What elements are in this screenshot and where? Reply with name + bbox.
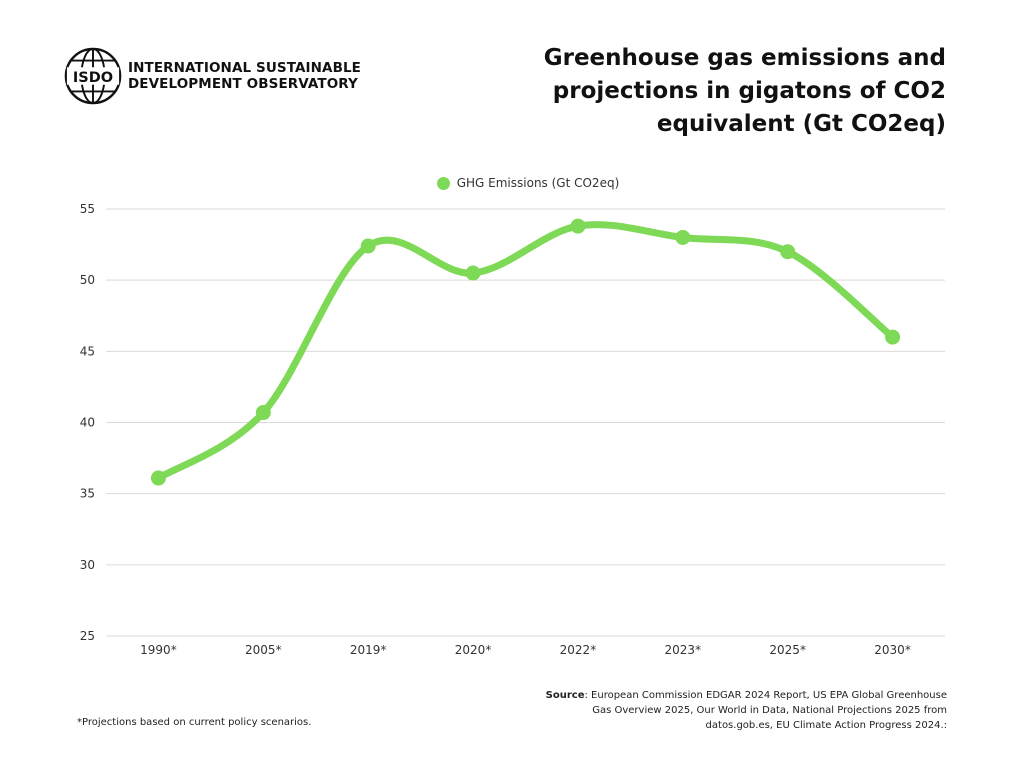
footnote: *Projections based on current policy sce…	[77, 717, 312, 728]
x-tick-label: 2019*	[350, 643, 387, 657]
org-logo: ISDO INTERNATIONAL SUSTAINABLE DEVELOPME…	[64, 47, 361, 105]
source-note: Source: European Commission EDGAR 2024 R…	[527, 688, 947, 733]
x-tick-label: 1990*	[140, 643, 177, 657]
data-point[interactable]	[570, 218, 586, 234]
x-tick-label: 2022*	[560, 643, 597, 657]
x-tick-label: 2020*	[455, 643, 492, 657]
legend-item[interactable]: GHG Emissions (Gt CO2eq)	[436, 176, 620, 190]
source-label: Source	[545, 690, 585, 701]
legend-swatch	[436, 176, 450, 190]
legend-label: GHG Emissions (Gt CO2eq)	[456, 176, 620, 190]
x-tick-label: 2030*	[874, 643, 911, 657]
data-point[interactable]	[465, 265, 481, 281]
globe-logo-icon: ISDO	[64, 47, 122, 105]
org-name-line2: DEVELOPMENT OBSERVATORY	[128, 76, 358, 92]
x-tick-label: 2023*	[665, 643, 702, 657]
y-tick-label: 40	[80, 416, 95, 430]
y-tick-label: 45	[80, 344, 95, 358]
y-tick-label: 30	[80, 558, 95, 572]
data-point[interactable]	[255, 405, 271, 421]
chart-title: Greenhouse gas emissions and projections…	[543, 45, 946, 137]
x-tick-label: 2005*	[245, 643, 282, 657]
legend: GHG Emissions (Gt CO2eq)	[0, 176, 1024, 193]
source-text: : European Commission EDGAR 2024 Report,…	[584, 690, 947, 731]
y-tick-label: 35	[80, 487, 95, 501]
data-point[interactable]	[675, 229, 691, 245]
logo-text: ISDO	[73, 70, 113, 86]
data-point[interactable]	[360, 238, 376, 254]
x-tick-label: 2025*	[769, 643, 806, 657]
y-tick-label: 55	[80, 202, 95, 216]
data-point[interactable]	[885, 329, 901, 345]
series-line	[154, 221, 897, 482]
y-tick-label: 25	[80, 629, 95, 643]
y-tick-label: 50	[80, 273, 95, 287]
org-name-line1: INTERNATIONAL SUSTAINABLE	[128, 60, 362, 76]
org-name: INTERNATIONAL SUSTAINABLE DEVELOPMENT OB…	[128, 60, 361, 92]
data-point[interactable]	[780, 244, 796, 260]
data-point[interactable]	[150, 470, 166, 486]
